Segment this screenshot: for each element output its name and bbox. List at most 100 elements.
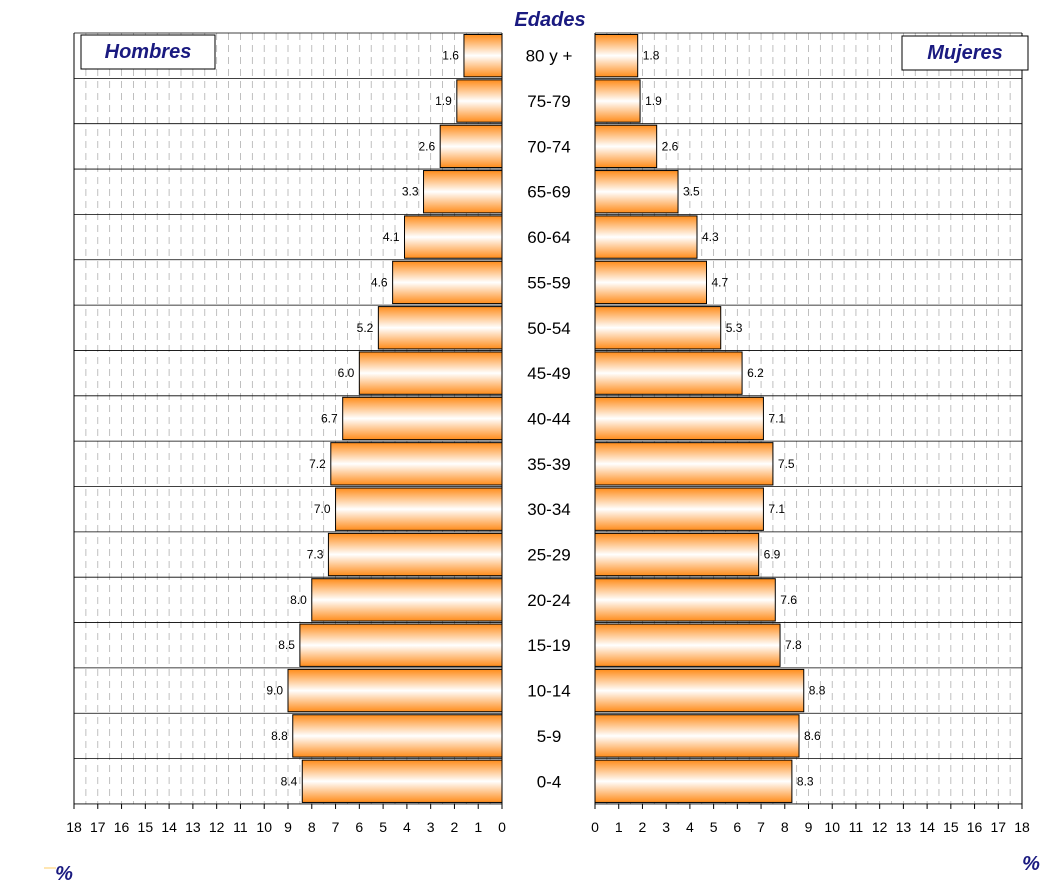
mujeres-value-label: 8.3 bbox=[797, 774, 814, 788]
hombres-value-label: 1.6 bbox=[442, 49, 459, 63]
x-tick-label: 8 bbox=[781, 819, 789, 835]
hombres-value-label: 8.5 bbox=[278, 638, 295, 652]
hombres-value-label: 8.8 bbox=[271, 729, 288, 743]
x-tick-label: 5 bbox=[710, 819, 718, 835]
x-tick-label: 10 bbox=[824, 819, 840, 835]
x-tick-label: 2 bbox=[639, 819, 647, 835]
hombres-value-label: 4.1 bbox=[383, 230, 400, 244]
mujeres-bar bbox=[594, 668, 805, 713]
x-tick-label: 12 bbox=[209, 819, 225, 835]
mujeres-bar bbox=[594, 215, 698, 259]
age-group-label: 50-54 bbox=[527, 319, 570, 338]
mujeres-value-label: 1.8 bbox=[643, 49, 660, 63]
age-group-label: 35-39 bbox=[527, 455, 570, 474]
x-tick-label: 15 bbox=[138, 819, 154, 835]
age-group-label: 20-24 bbox=[527, 591, 570, 610]
x-tick-label: 7 bbox=[332, 819, 340, 835]
age-labels: 80 y + 75-79 70-74 65-69 60-64 55-59 50-54 45-4… bbox=[526, 47, 573, 792]
x-tick-label: 13 bbox=[896, 819, 912, 835]
mujeres-value-label: 1.9 bbox=[645, 94, 662, 108]
hombres-bar bbox=[404, 215, 503, 259]
mujeres-value-label: 8.6 bbox=[804, 729, 821, 743]
x-tick-label: 0 bbox=[591, 819, 599, 835]
hombres-value-label: 7.2 bbox=[309, 457, 326, 471]
x-tick-label: 18 bbox=[1014, 819, 1030, 835]
age-group-label: 5-9 bbox=[537, 727, 562, 746]
x-tick-label: 14 bbox=[161, 819, 177, 835]
hombres-value-label: 4.6 bbox=[371, 275, 388, 289]
age-group-label: 10-14 bbox=[527, 682, 570, 701]
mujeres-bar bbox=[594, 306, 722, 350]
mujeres-legend-label: Mujeres bbox=[927, 42, 1003, 64]
hombres-value-label: 5.2 bbox=[357, 321, 374, 335]
x-tick-label: 4 bbox=[686, 819, 694, 835]
x-tick-label: 11 bbox=[849, 819, 864, 835]
x-tick-label: 3 bbox=[662, 819, 670, 835]
x-tick-label: 2 bbox=[451, 819, 459, 835]
mujeres-bar bbox=[594, 623, 781, 667]
age-group-label: 40-44 bbox=[527, 409, 570, 428]
x-tick-label: 4 bbox=[403, 819, 411, 835]
mujeres-value-label: 7.1 bbox=[768, 411, 785, 425]
mujeres-value-label: 2.6 bbox=[662, 139, 679, 153]
hombres-value-label: 6.7 bbox=[321, 411, 338, 425]
hombres-legend-label: Hombres bbox=[105, 41, 192, 63]
hombres-value-label: 2.6 bbox=[418, 139, 435, 153]
x-tick-label: 16 bbox=[114, 819, 130, 835]
mujeres-value-label: 7.6 bbox=[780, 593, 797, 607]
hombres-bar bbox=[423, 170, 503, 214]
mujeres-value-label: 5.3 bbox=[726, 321, 743, 335]
mujeres-value-label: 7.5 bbox=[778, 457, 795, 471]
age-group-label: 60-64 bbox=[527, 228, 570, 247]
x-tick-label: 17 bbox=[990, 819, 1006, 835]
x-tick-label: 9 bbox=[805, 819, 813, 835]
age-group-label: 65-69 bbox=[527, 183, 570, 202]
x-tick-label: 6 bbox=[733, 819, 741, 835]
hombres-panel: 18 17 16 15 14 13 12 11 10 9 8 7 6 5 4 3 2 1 01.61.92.63.3… bbox=[66, 32, 506, 835]
age-group-label: 25-29 bbox=[527, 546, 570, 565]
mujeres-bar bbox=[594, 79, 641, 123]
mujeres-bar bbox=[594, 396, 764, 441]
x-tick-label: 5 bbox=[379, 819, 387, 835]
x-tick-label: 17 bbox=[90, 819, 106, 835]
mujeres-bar bbox=[594, 34, 639, 78]
hombres-value-label: 6.0 bbox=[338, 366, 355, 380]
x-tick-label: 15 bbox=[943, 819, 959, 835]
mujeres-bar bbox=[594, 578, 776, 622]
hombres-bar bbox=[292, 714, 503, 758]
x-tick-label: 9 bbox=[284, 819, 292, 835]
hombres-value-label: 7.3 bbox=[307, 548, 324, 562]
hombres-bar bbox=[439, 124, 503, 169]
hombres-bar bbox=[335, 487, 503, 531]
mujeres-bar bbox=[594, 351, 743, 395]
x-tick-label: 1 bbox=[615, 819, 623, 835]
hombres-value-label: 1.9 bbox=[435, 94, 452, 108]
mujeres-value-label: 4.7 bbox=[711, 275, 728, 289]
mujeres-panel: 0 1 2 3 4 5 6 7 8 9 10 11 12 13 14 15 16 17 181.81.92.63.5… bbox=[591, 32, 1030, 835]
mujeres-value-label: 3.5 bbox=[683, 185, 700, 199]
left-unit-label: % bbox=[55, 863, 73, 882]
hombres-bar bbox=[342, 396, 503, 441]
age-group-label: 75-79 bbox=[527, 92, 570, 111]
age-group-label: 80 y + bbox=[526, 47, 573, 66]
mujeres-bar bbox=[594, 759, 793, 803]
age-group-label: 70-74 bbox=[527, 137, 570, 156]
x-tick-label: 16 bbox=[967, 819, 983, 835]
mujeres-value-label: 8.8 bbox=[809, 684, 826, 698]
mujeres-bar bbox=[594, 487, 764, 531]
x-tick-label: 18 bbox=[66, 819, 82, 835]
x-tick-label: 7 bbox=[757, 819, 765, 835]
chart-title: Edades bbox=[514, 9, 585, 31]
x-tick-label: 12 bbox=[872, 819, 888, 835]
mujeres-bar bbox=[594, 124, 658, 169]
hombres-bar bbox=[330, 442, 503, 486]
mujeres-bar bbox=[594, 442, 774, 486]
age-group-label: 15-19 bbox=[527, 636, 570, 655]
mujeres-bar bbox=[594, 532, 760, 577]
x-tick-label: 14 bbox=[919, 819, 935, 835]
x-tick-label: 6 bbox=[355, 819, 363, 835]
hombres-bar bbox=[301, 759, 503, 803]
age-group-label: 45-49 bbox=[527, 364, 570, 383]
mujeres-value-label: 6.2 bbox=[747, 366, 764, 380]
